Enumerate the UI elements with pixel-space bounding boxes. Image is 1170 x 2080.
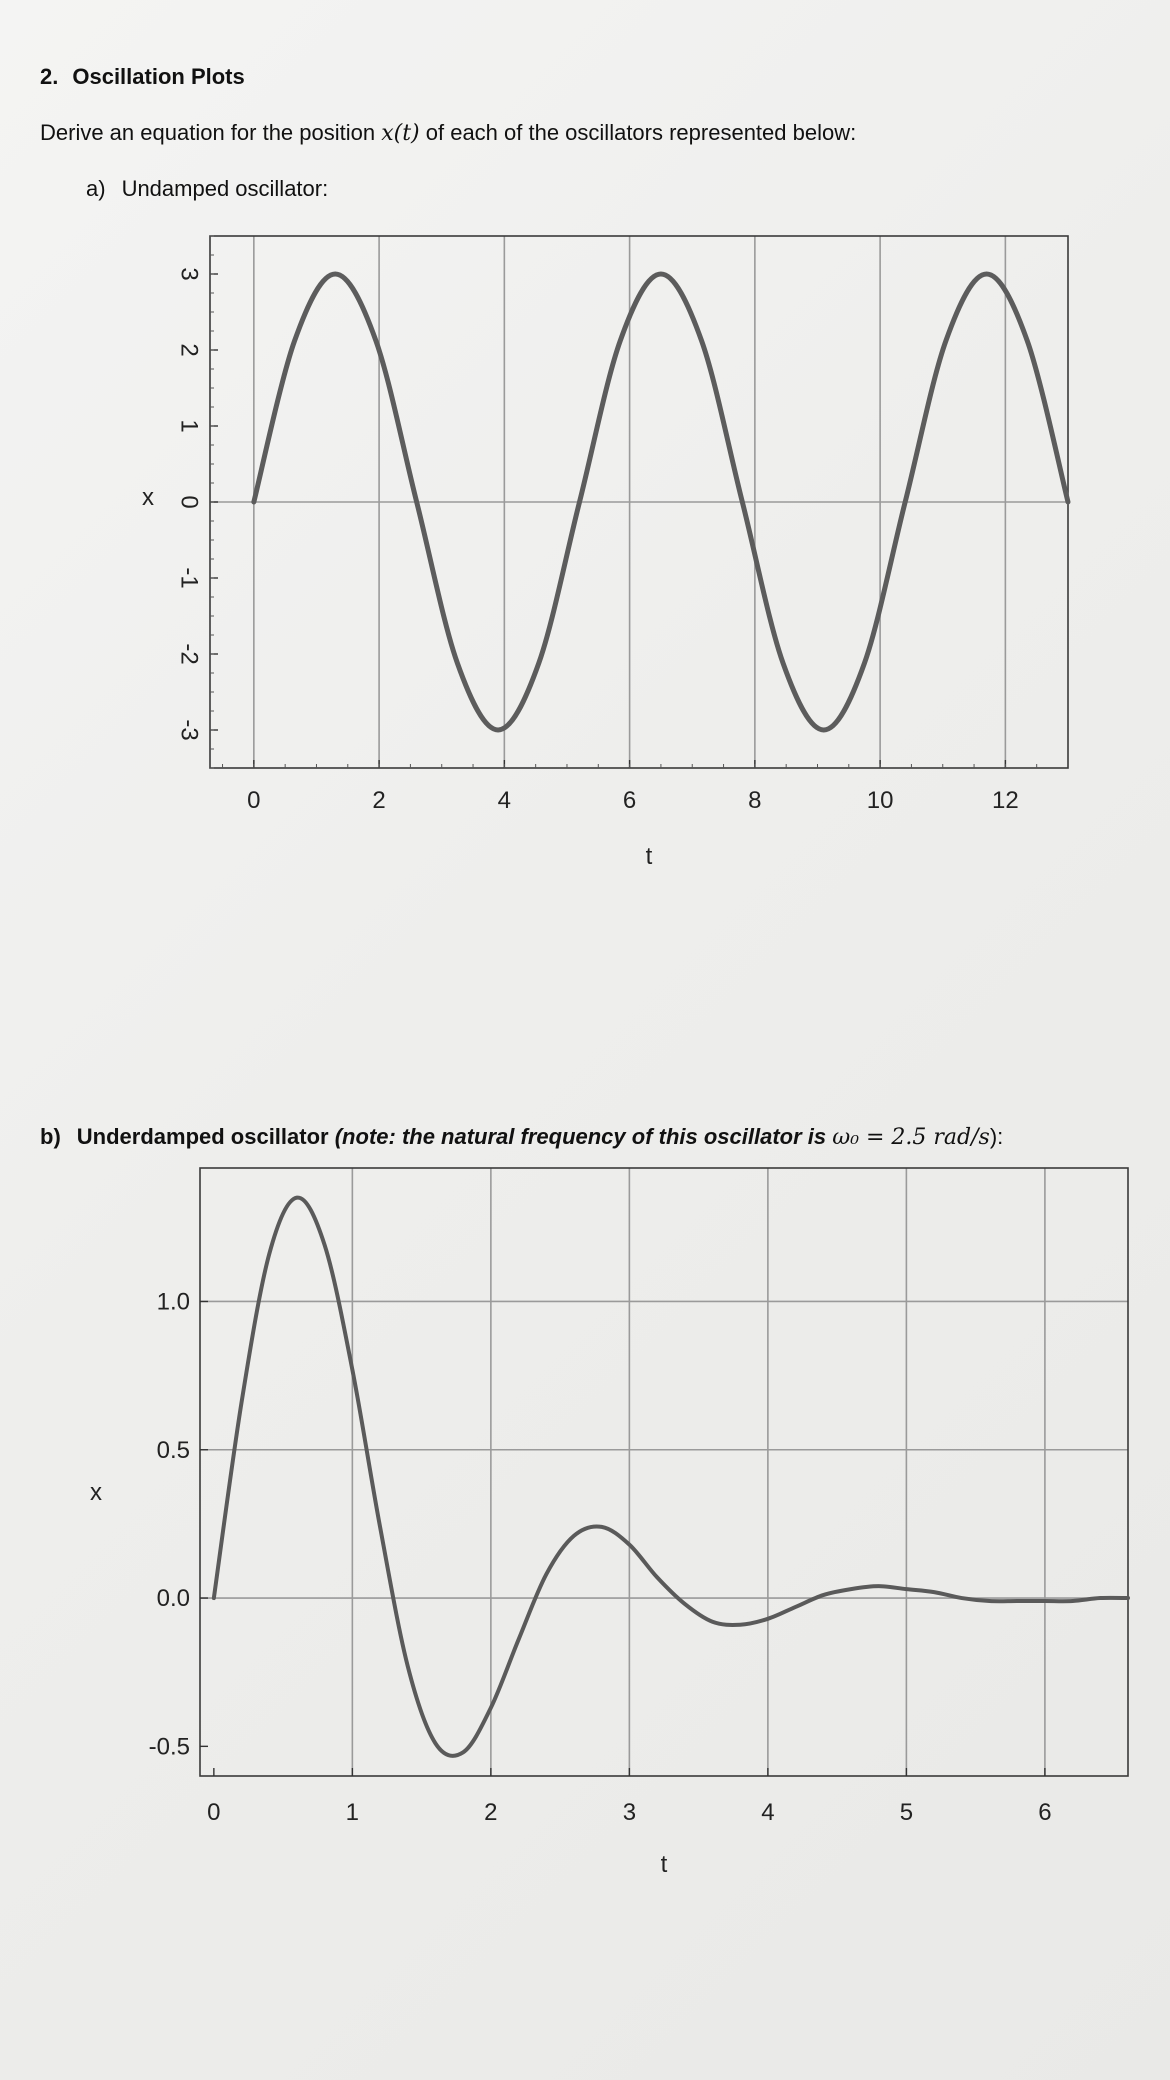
part-b-title: Underdamped oscillator [76,1124,329,1149]
intro-suffix: of each of the oscillators represented b… [419,120,857,145]
intro-math: x(t) [381,121,420,146]
intro-prefix: Derive an equation for the position [40,120,382,145]
part-b-heading: b) Underdamped oscillator (note: the natu… [40,1124,1003,1150]
question-number: 2. [40,64,59,89]
question-heading: 2. Oscillation Plots [40,64,245,90]
question-intro: Derive an equation for the position x(t)… [40,120,856,146]
part-a-title: Undamped oscillator: [121,176,329,201]
question-title: Oscillation Plots [72,64,245,89]
part-b-label: b) [40,1124,61,1149]
part-a-heading: a) Undamped oscillator: [86,176,328,202]
part-b-note-prefix: (note: the natural frequency of this osc… [334,1124,833,1149]
part-a-label: a) [86,176,106,201]
part-b-note-math: ω₀ = 2.5 rad/s [832,1125,990,1150]
part-b-note-suffix: ): [989,1124,1004,1149]
